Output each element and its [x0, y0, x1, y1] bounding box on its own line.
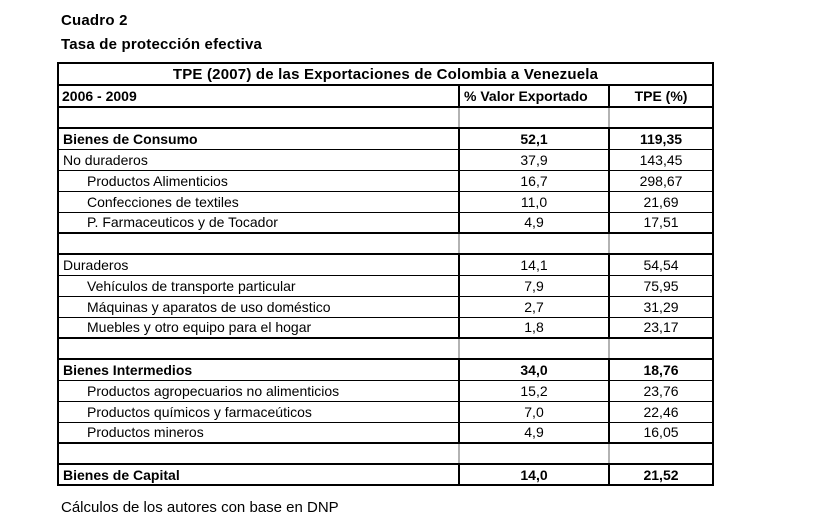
valor-exportado-cell: 34,0 [459, 358, 610, 380]
table-row: Confecciones de textiles 11,0 21,69 [58, 190, 714, 212]
valor-exportado-cell: 7,0 [459, 400, 610, 422]
table-row: Productos Alimenticios 16,7 298,67 [58, 169, 714, 191]
table-row: Productos químicos y farmaceúticos 7,0 22,… [58, 400, 714, 422]
row-label: Productos Alimenticios [58, 169, 460, 191]
row-label: Productos mineros [58, 421, 460, 443]
table-title: TPE (2007) de las Exportaciones de Colom… [58, 63, 714, 86]
page-footer: Cálculos de los autores con base en DNP [61, 499, 339, 516]
valor-exportado-cell: 4,9 [459, 211, 610, 233]
spacer-row [58, 442, 714, 465]
row-label: Bienes Intermedios [58, 358, 460, 380]
tpe-cell: 21,69 [609, 190, 714, 212]
row-label: Confecciones de textiles [58, 190, 460, 212]
spacer-cell [58, 442, 460, 465]
tpe-cell: 23,17 [609, 316, 714, 338]
spacer-row [58, 106, 714, 129]
table-title-row: TPE (2007) de las Exportaciones de Colom… [58, 63, 714, 86]
row-label: Vehículos de transporte particular [58, 274, 460, 296]
valor-exportado-cell: 1,8 [459, 316, 610, 338]
spacer-row [58, 337, 714, 360]
table-head: TPE (2007) de las Exportaciones de Colom… [58, 63, 714, 108]
tpe-cell: 31,29 [609, 295, 714, 317]
page-title: Cuadro 2 [61, 12, 128, 29]
valor-exportado-cell: 15,2 [459, 379, 610, 401]
valor-exportado-cell: 2,7 [459, 295, 610, 317]
valor-exportado-cell: 11,0 [459, 190, 610, 212]
row-label: Productos químicos y farmaceúticos [58, 400, 460, 422]
row-label: No duraderos [58, 148, 460, 170]
valor-exportado-cell: 7,9 [459, 274, 610, 296]
tpe-cell: 17,51 [609, 211, 714, 233]
spacer-cell [459, 337, 610, 360]
valor-exportado-cell: 4,9 [459, 421, 610, 443]
tpe-cell: 298,67 [609, 169, 714, 191]
table-row: Productos agropecuarios no alimenticios 1… [58, 379, 714, 401]
tpe-cell: 22,46 [609, 400, 714, 422]
valor-exportado-cell: 14,0 [459, 463, 610, 485]
row-label: Máquinas y aparatos de uso doméstico [58, 295, 460, 317]
row-label: Productos agropecuarios no alimenticios [58, 379, 460, 401]
table-row: Máquinas y aparatos de uso doméstico 2,7 3… [58, 295, 714, 317]
row-label: Muebles y otro equipo para el hogar [58, 316, 460, 338]
page-subtitle: Tasa de protección efectiva [61, 36, 263, 53]
spacer-row [58, 232, 714, 255]
valor-exportado-cell: 52,1 [459, 127, 610, 149]
row-label: P. Farmaceuticos y de Tocador [58, 211, 460, 233]
table-row: Vehículos de transporte particular 7,9 75,… [58, 274, 714, 296]
tpe-cell: 21,52 [609, 463, 714, 485]
table-body: Bienes de Consumo 52,1 119,35 No duraderos 3… [58, 106, 714, 485]
tpe-cell: 16,05 [609, 421, 714, 443]
tpe-cell: 75,95 [609, 274, 714, 296]
table-header-row: 2006 - 2009 % Valor Exportado TPE (%) [58, 85, 714, 108]
tpe-cell: 119,35 [609, 127, 714, 149]
spacer-cell [609, 337, 714, 360]
spacer-cell [609, 232, 714, 255]
table-row: Bienes Intermedios 34,0 18,76 [58, 358, 714, 380]
tpe-cell: 143,45 [609, 148, 714, 170]
spacer-cell [58, 337, 460, 360]
tpe-cell: 54,54 [609, 253, 714, 275]
row-label: Bienes de Consumo [58, 127, 460, 149]
spacer-cell [58, 106, 460, 129]
table-row: Bienes de Capital 14,0 21,52 [58, 463, 714, 485]
table-row: Bienes de Consumo 52,1 119,35 [58, 127, 714, 149]
table-row: No duraderos 37,9 143,45 [58, 148, 714, 170]
valor-exportado-cell: 14,1 [459, 253, 610, 275]
tpe-cell: 23,76 [609, 379, 714, 401]
tpe-table: TPE (2007) de las Exportaciones de Colom… [57, 62, 715, 486]
column-header-valor-exportado: % Valor Exportado [459, 85, 610, 108]
spacer-cell [459, 106, 610, 129]
spacer-cell [459, 232, 610, 255]
column-header-tpe: TPE (%) [609, 85, 714, 108]
spacer-cell [609, 106, 714, 129]
valor-exportado-cell: 37,9 [459, 148, 610, 170]
table-row: Duraderos 14,1 54,54 [58, 253, 714, 275]
table-row: Productos mineros 4,9 16,05 [58, 421, 714, 443]
table-row: P. Farmaceuticos y de Tocador 4,9 17,51 [58, 211, 714, 233]
tpe-cell: 18,76 [609, 358, 714, 380]
row-label: Duraderos [58, 253, 460, 275]
row-label: Bienes de Capital [58, 463, 460, 485]
column-header-period: 2006 - 2009 [58, 85, 460, 108]
spacer-cell [609, 442, 714, 465]
spacer-cell [58, 232, 460, 255]
valor-exportado-cell: 16,7 [459, 169, 610, 191]
spacer-cell [459, 442, 610, 465]
table-row: Muebles y otro equipo para el hogar 1,8 23… [58, 316, 714, 338]
